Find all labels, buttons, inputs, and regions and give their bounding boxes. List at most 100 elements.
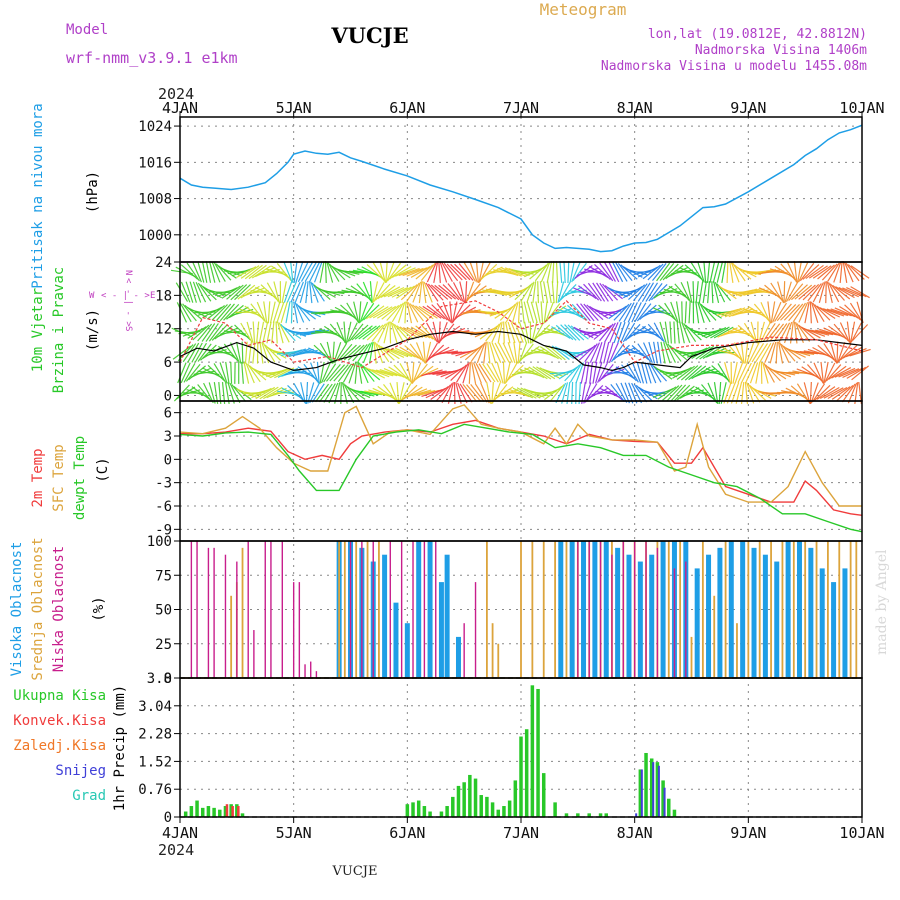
cloud-mid-bar [690,636,693,678]
wind-arrow [797,261,802,283]
precip-snow-bar [663,787,666,817]
wind-arrow [280,301,288,324]
wind-arrow [647,263,664,281]
time-label-bottom: 8JAN [617,824,653,842]
cloud-high-bar [569,541,575,678]
wind-arrow [830,341,838,364]
wind-arrow [573,346,594,359]
wind-arrow [240,265,260,279]
wind-arrow [491,362,502,384]
wind-arrow [352,344,368,362]
wind-arrow [180,362,191,384]
wind-arrow [586,304,604,321]
wind-arrow [564,364,581,382]
wind-arrow [447,283,462,302]
cloud-low-bar [588,541,590,678]
wind-arrow [516,387,537,399]
plot-area: 100010081016102406121824-9-6-30360255075… [138,99,884,842]
wind-arrow [778,322,791,343]
wind-arrow [300,382,307,404]
wind-arrow [737,362,748,384]
cloud-mid-bar [491,623,494,678]
wind-arrow [702,281,707,304]
wind-arrow [391,322,404,343]
wind-label-1: 10m Vjetar [30,288,46,372]
wind-arrow [739,288,761,297]
wind-arrow [381,304,400,320]
wind-arrow [442,284,460,301]
precip-total-bar [428,811,432,817]
wind-arrow [427,283,444,301]
wind-arrow [652,262,667,282]
cloud-mid-bar [701,541,704,678]
wind-arrow [288,348,310,358]
wind-arrow [379,261,386,283]
cloud-mid-bar [713,595,716,678]
wind-arrow [478,363,492,383]
wind-arrow [421,389,443,397]
wind-arrow [733,342,744,364]
wind-arrow [217,287,238,298]
wind-arrow [470,343,485,363]
cloud-high-bar [740,541,746,678]
wind-arrow [681,322,691,343]
cloud-low-bar [310,661,312,678]
wind-arrow [734,362,744,384]
wind-arrow [660,341,666,364]
wind-arrow [743,322,757,343]
wind-arrow [788,303,804,322]
wind-arrow [304,262,317,282]
wind-arrow [602,283,618,301]
wind-unit: (m/s) [85,309,101,351]
wind-arrow [248,264,267,280]
wind-arrow [343,382,355,404]
precip-ytick-label: 0.76 [138,782,172,798]
wind-arrow [407,302,419,323]
wind-arrow [326,341,333,364]
precip-total-bar [667,798,671,817]
wind-arrow [459,383,473,403]
wind-arrow [230,361,233,384]
cloud-low-bar [474,582,477,678]
wind-arrow [551,281,555,304]
wind-arrow [839,260,843,284]
wind-arrow [617,321,626,344]
wind-arrow [698,302,711,323]
wind-arrow [583,382,592,404]
pressure-label: Pritisak na nivou mora [30,103,46,288]
wind-arrow [834,367,856,378]
wind-arrow [774,302,788,322]
wind-arrow [764,342,775,363]
cloud-low-bar [633,541,636,678]
wind-arrow [252,341,256,364]
wind-arrow [641,306,662,318]
wind-arrow [458,263,474,281]
wind-arrow [260,284,278,301]
wind-arrow [796,323,811,342]
wind-arrow [721,261,727,283]
wind-arrow [398,267,420,277]
wind-arrow [686,347,708,358]
cloud-mid-bar [804,541,807,678]
wind-arrow [508,388,530,398]
time-label-bottom: 7JAN [503,824,539,842]
wind-arrow [285,301,291,324]
wind-arrow [360,302,375,322]
wind-arrow [280,349,303,357]
wind-arrow [832,284,851,300]
wind-arrow [802,284,820,301]
wind-arrow [631,382,643,404]
precip-snow-bar [657,765,660,817]
wind-arrow [558,282,571,303]
wind-arrow [325,363,341,382]
wind-arrow [814,304,831,321]
wind-arrow [535,347,556,358]
wind-arrow [811,383,826,403]
wind-arrow [266,321,272,344]
wind-arrow [829,283,845,301]
wind-arrow [583,283,600,301]
precip-total-bar [638,769,643,817]
wind-arrow [389,382,399,404]
wind-arrow [819,387,840,399]
wind-arrow [465,281,475,303]
